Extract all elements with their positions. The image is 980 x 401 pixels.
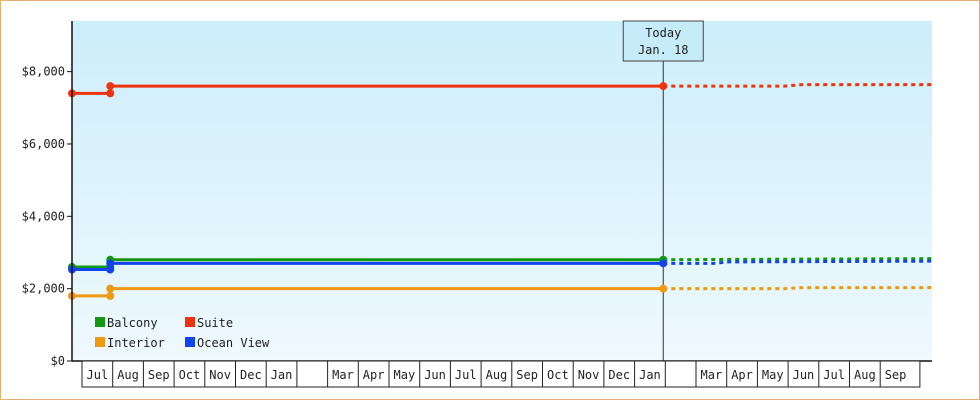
x-tick-label: Jul xyxy=(823,368,845,382)
x-tick-label: Nov xyxy=(209,368,231,382)
data-point-interior-1 xyxy=(106,291,115,300)
x-tick-label: Mar xyxy=(701,368,723,382)
data-point-ocean-view-2 xyxy=(106,259,115,268)
x-tick-label: Oct xyxy=(179,368,201,382)
today-callout-box xyxy=(622,20,704,62)
x-tick-label: Jul xyxy=(87,368,109,382)
x-tick-label: Jun xyxy=(793,368,815,382)
data-point-suite-1 xyxy=(106,89,115,98)
x-tick-label: Apr xyxy=(731,368,753,382)
x-tick-label: Nov xyxy=(578,368,600,382)
data-point-interior-3 xyxy=(659,284,668,293)
x-tick-label: Mar xyxy=(332,368,354,382)
x-tick-label: Jan xyxy=(639,368,661,382)
y-tick-label: $2,000 xyxy=(22,282,65,296)
y-tick-label: $6,000 xyxy=(22,137,65,151)
x-tick-label: Jan xyxy=(271,368,293,382)
x-tick-label: Dec xyxy=(608,368,630,382)
data-point-suite-2 xyxy=(106,82,115,91)
x-tick-label: May xyxy=(762,368,784,382)
y-tick-label: $0 xyxy=(51,354,65,368)
legend-label-balcony: Balcony xyxy=(107,316,158,330)
data-point-suite-3 xyxy=(659,82,668,91)
x-tick-label: Sep xyxy=(885,368,907,382)
today-callout-date: Jan. 18 xyxy=(638,43,689,57)
x-tick-label: Jun xyxy=(424,368,446,382)
legend-swatch-balcony xyxy=(95,317,105,327)
plot-area xyxy=(72,21,932,361)
legend-label-ocean-view: Ocean View xyxy=(197,336,270,350)
y-tick-label: $8,000 xyxy=(22,65,65,79)
x-axis-band xyxy=(81,360,921,388)
legend-swatch-suite xyxy=(185,317,195,327)
series-forecast-interior xyxy=(663,286,932,291)
x-tick-label: Aug xyxy=(486,368,508,382)
x-tick-label: Jul xyxy=(455,368,477,382)
legend-swatch-ocean-view xyxy=(185,337,195,347)
x-tick-label: Sep xyxy=(148,368,170,382)
x-tick-label: May xyxy=(394,368,416,382)
data-point-interior-2 xyxy=(106,284,115,293)
legend-label-suite: Suite xyxy=(197,316,233,330)
x-tick-label: Aug xyxy=(854,368,876,382)
x-tick-label: Aug xyxy=(117,368,139,382)
series-forecast-ocean-view xyxy=(663,259,933,265)
y-tick-label: $4,000 xyxy=(22,209,65,223)
x-tick-label: Sep xyxy=(516,368,538,382)
today-callout-label: Today xyxy=(645,26,681,40)
x-tick-label: Dec xyxy=(240,368,262,382)
series-forecast-suite xyxy=(663,83,932,88)
data-point-ocean-view-1 xyxy=(106,265,115,274)
x-tick-label: Apr xyxy=(363,368,385,382)
data-point-ocean-view-3 xyxy=(659,259,668,268)
legend-label-interior: Interior xyxy=(107,336,165,350)
legend-swatch-interior xyxy=(95,337,105,347)
x-tick-label: Oct xyxy=(547,368,569,382)
